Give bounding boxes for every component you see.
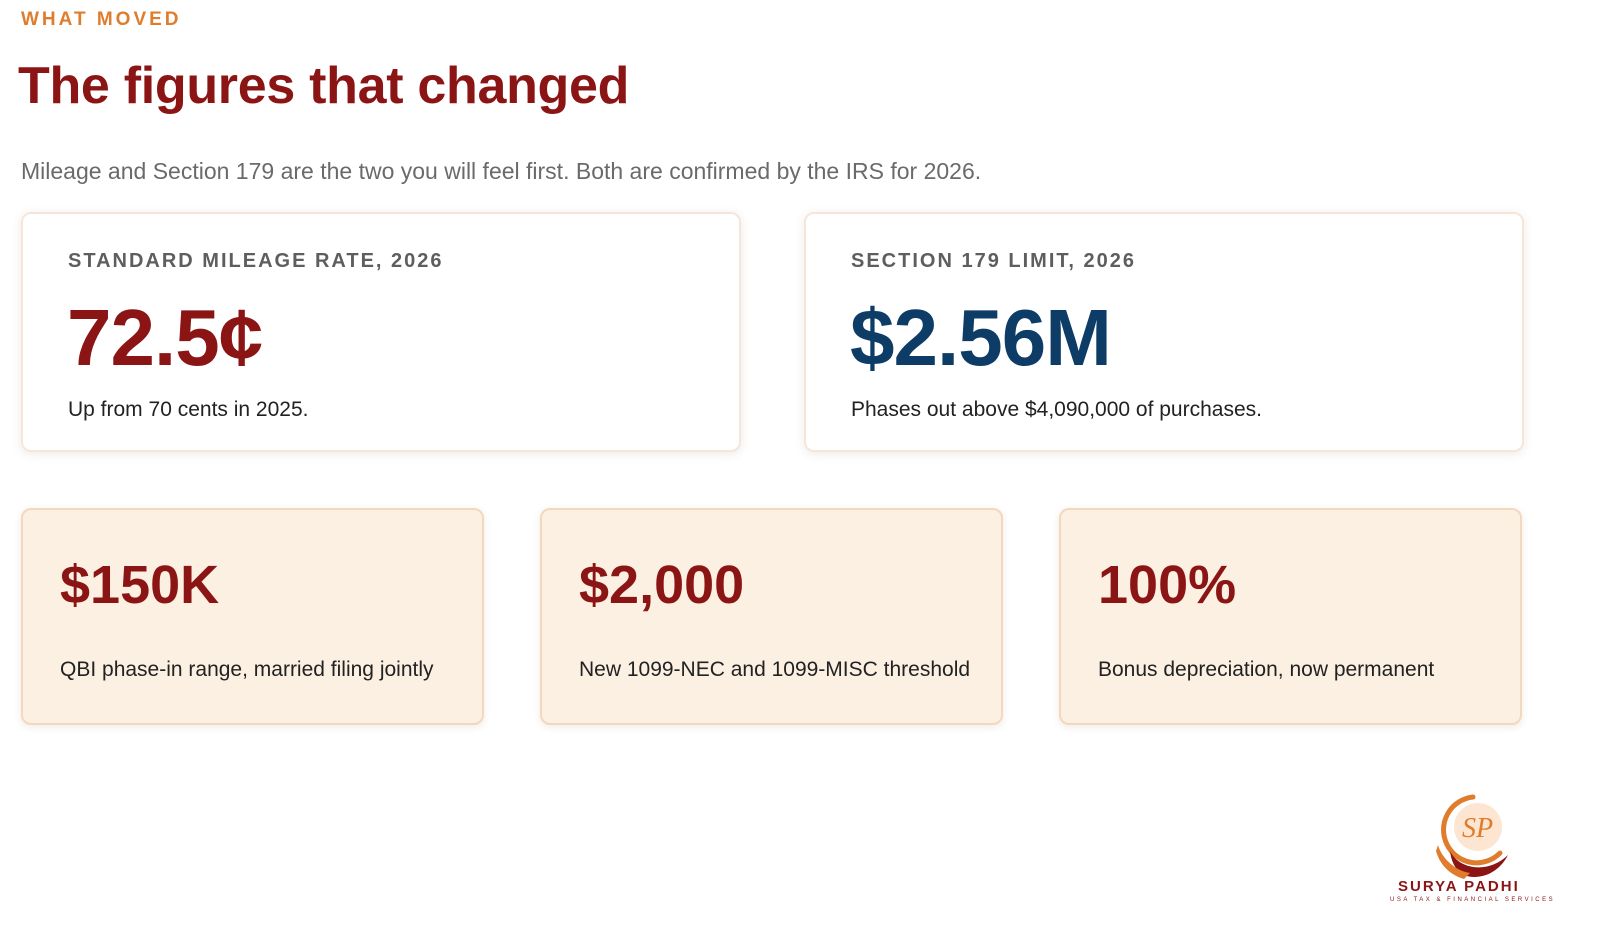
qbi-stat-note: QBI phase-in range, married filing joint… [60, 658, 434, 681]
brand-logo-icon: SP [1436, 794, 1508, 879]
bonus-depreciation-note: Bonus depreciation, now permanent [1098, 658, 1435, 681]
mileage-rate-card: STANDARD MILEAGE RATE, 2026 72.5¢ Up fro… [21, 212, 741, 452]
section-179-card: SECTION 179 LIMIT, 2026 $2.56M Phases ou… [804, 212, 1524, 452]
section-eyebrow: WHAT MOVED [21, 9, 182, 30]
threshold-stat-card: $2,000 New 1099-NEC and 1099-MISC thresh… [540, 508, 1003, 725]
section-179-label: SECTION 179 LIMIT, 2026 [851, 250, 1136, 272]
page-subtitle: Mileage and Section 179 are the two you … [21, 158, 982, 184]
mileage-rate-value: 72.5¢ [67, 293, 263, 382]
qbi-stat-card: $150K QBI phase-in range, married filing… [21, 508, 484, 725]
threshold-stat-value: $2,000 [579, 555, 745, 615]
section-179-note: Phases out above $4,090,000 of purchases… [851, 398, 1262, 421]
mileage-rate-note: Up from 70 cents in 2025. [68, 398, 309, 421]
bonus-depreciation-card: 100% Bonus depreciation, now permanent [1059, 508, 1522, 725]
page-title: The figures that changed [18, 57, 630, 115]
threshold-stat-note: New 1099-NEC and 1099-MISC threshold [579, 658, 971, 681]
mileage-rate-label: STANDARD MILEAGE RATE, 2026 [68, 250, 444, 272]
brand-name: SURYA PADHI [1398, 878, 1520, 895]
brand-monogram: SP [1462, 813, 1493, 844]
qbi-stat-value: $150K [60, 555, 220, 615]
section-179-value: $2.56M [850, 293, 1112, 382]
brand-tagline: USA TAX & FINANCIAL SERVICES [1390, 897, 1556, 903]
bonus-depreciation-value: 100% [1098, 555, 1237, 615]
